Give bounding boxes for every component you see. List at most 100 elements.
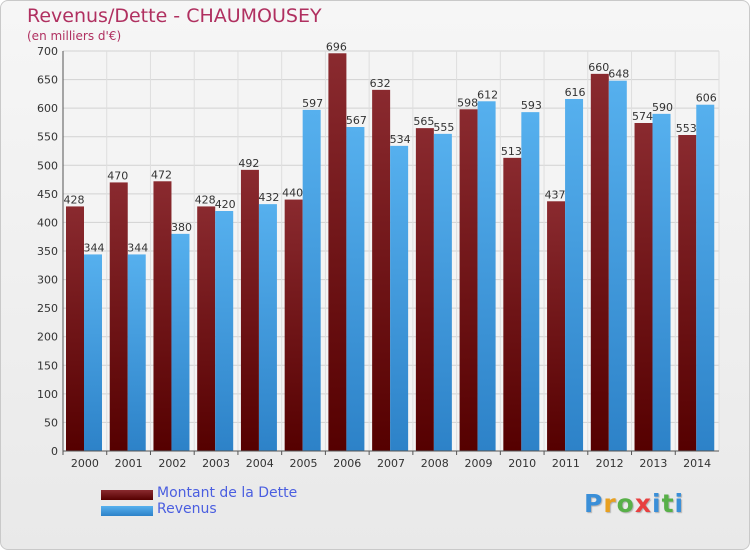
data-label-revenue: 432 xyxy=(258,191,279,204)
data-label-debt: 565 xyxy=(413,115,434,128)
proxiti-logo: Proxiti xyxy=(584,489,685,518)
y-tick-label: 50 xyxy=(44,416,58,429)
x-tick-label: 2000 xyxy=(71,457,99,470)
data-label-revenue: 616 xyxy=(565,86,586,99)
bar-revenue xyxy=(171,233,190,451)
bar-revenue xyxy=(652,113,671,451)
bar-revenue xyxy=(84,254,102,451)
data-label-debt: 492 xyxy=(238,157,259,170)
x-tick-label: 2009 xyxy=(464,457,492,470)
bar-debt xyxy=(634,123,653,451)
data-label-debt: 428 xyxy=(195,193,216,206)
bar-revenue xyxy=(346,127,365,451)
data-label-debt: 470 xyxy=(107,169,128,182)
x-tick-label: 2001 xyxy=(115,457,143,470)
x-tick-label: 2008 xyxy=(421,457,449,470)
y-tick-label: 450 xyxy=(37,188,58,201)
y-tick-label: 700 xyxy=(37,45,58,58)
bar-revenue xyxy=(127,254,146,451)
y-tick-label: 250 xyxy=(37,302,58,315)
legend-swatch-debt xyxy=(101,490,153,500)
bar-revenue xyxy=(258,204,277,451)
y-tick-label: 300 xyxy=(37,274,58,287)
data-label-revenue: 612 xyxy=(477,88,498,101)
data-label-debt: 472 xyxy=(151,168,172,181)
data-label-debt: 574 xyxy=(632,110,653,123)
data-label-debt: 632 xyxy=(370,77,391,90)
bar-revenue xyxy=(215,211,234,451)
bar-revenue xyxy=(521,112,540,452)
legend-label-debt: Montant de la Dette xyxy=(157,485,298,501)
data-label-debt: 598 xyxy=(457,96,478,109)
y-tick-label: 400 xyxy=(37,216,58,229)
chart-title: Revenus/Dette - CHAUMOUSEY xyxy=(27,5,322,27)
data-label-debt: 440 xyxy=(282,187,303,200)
bar-revenue xyxy=(565,99,584,451)
bar-revenue xyxy=(302,109,321,451)
bar-debt xyxy=(66,206,84,451)
bar-revenue xyxy=(696,104,715,451)
data-label-revenue: 420 xyxy=(215,198,236,211)
data-label-revenue: 606 xyxy=(696,92,717,105)
bar-revenue xyxy=(433,133,452,451)
data-label-revenue: 344 xyxy=(84,241,105,254)
y-tick-label: 0 xyxy=(51,445,58,458)
legend-label-revenue: Revenus xyxy=(157,501,217,517)
x-tick-label: 2003 xyxy=(202,457,230,470)
legend-swatch-revenue xyxy=(101,506,153,516)
chart-subtitle: (en milliers d'€) xyxy=(27,29,122,43)
y-tick-label: 650 xyxy=(37,74,58,87)
bar-debt xyxy=(153,181,172,452)
bar-debt xyxy=(328,53,347,452)
bar-debt xyxy=(547,201,566,451)
bar-debt xyxy=(240,169,259,451)
data-label-debt: 513 xyxy=(501,145,522,158)
bar-debt xyxy=(459,109,478,452)
x-tick-label: 2005 xyxy=(290,457,318,470)
bar-debt xyxy=(284,199,303,451)
y-tick-label: 100 xyxy=(37,388,58,401)
bar-layer xyxy=(66,53,715,452)
bar-debt xyxy=(590,73,609,451)
bar-debt xyxy=(503,157,522,451)
data-label-revenue: 648 xyxy=(608,68,629,81)
bar-revenue xyxy=(477,101,496,452)
bar-debt xyxy=(372,89,391,451)
y-tick-label: 600 xyxy=(37,102,58,115)
x-tick-label: 2011 xyxy=(552,457,580,470)
x-tick-label: 2002 xyxy=(158,457,186,470)
data-label-debt: 660 xyxy=(588,61,609,74)
bar-debt xyxy=(109,182,128,451)
data-label-revenue: 597 xyxy=(302,97,323,110)
axis-layer: 0 50 100 150 200 250 300 350 400 450 500 550 600 650 7… xyxy=(37,45,719,470)
x-tick-label: 2007 xyxy=(377,457,405,470)
y-tick-label: 350 xyxy=(37,245,58,258)
data-label-revenue: 534 xyxy=(390,133,411,146)
y-tick-label: 200 xyxy=(37,331,58,344)
data-label-revenue: 590 xyxy=(652,101,673,114)
x-tick-label: 2010 xyxy=(508,457,536,470)
x-tick-label: 2006 xyxy=(333,457,361,470)
x-tick-label: 2013 xyxy=(639,457,667,470)
data-label-debt: 553 xyxy=(676,122,697,135)
y-tick-label: 150 xyxy=(37,359,58,372)
data-label-revenue: 344 xyxy=(127,241,148,254)
data-label-debt: 428 xyxy=(64,193,85,206)
y-tick-label: 500 xyxy=(37,159,58,172)
x-tick-label: 2012 xyxy=(596,457,624,470)
bar-revenue xyxy=(608,80,627,451)
data-label-revenue: 555 xyxy=(433,121,454,134)
x-tick-label: 2014 xyxy=(683,457,711,470)
bar-debt xyxy=(197,206,216,451)
data-label-debt: 696 xyxy=(326,40,347,53)
y-tick-label: 550 xyxy=(37,131,58,144)
bar-revenue xyxy=(390,145,409,451)
bar-debt xyxy=(678,135,697,451)
bar-debt xyxy=(415,128,434,451)
data-label-revenue: 567 xyxy=(346,114,367,127)
x-tick-label: 2004 xyxy=(246,457,274,470)
data-label-revenue: 593 xyxy=(521,99,542,112)
